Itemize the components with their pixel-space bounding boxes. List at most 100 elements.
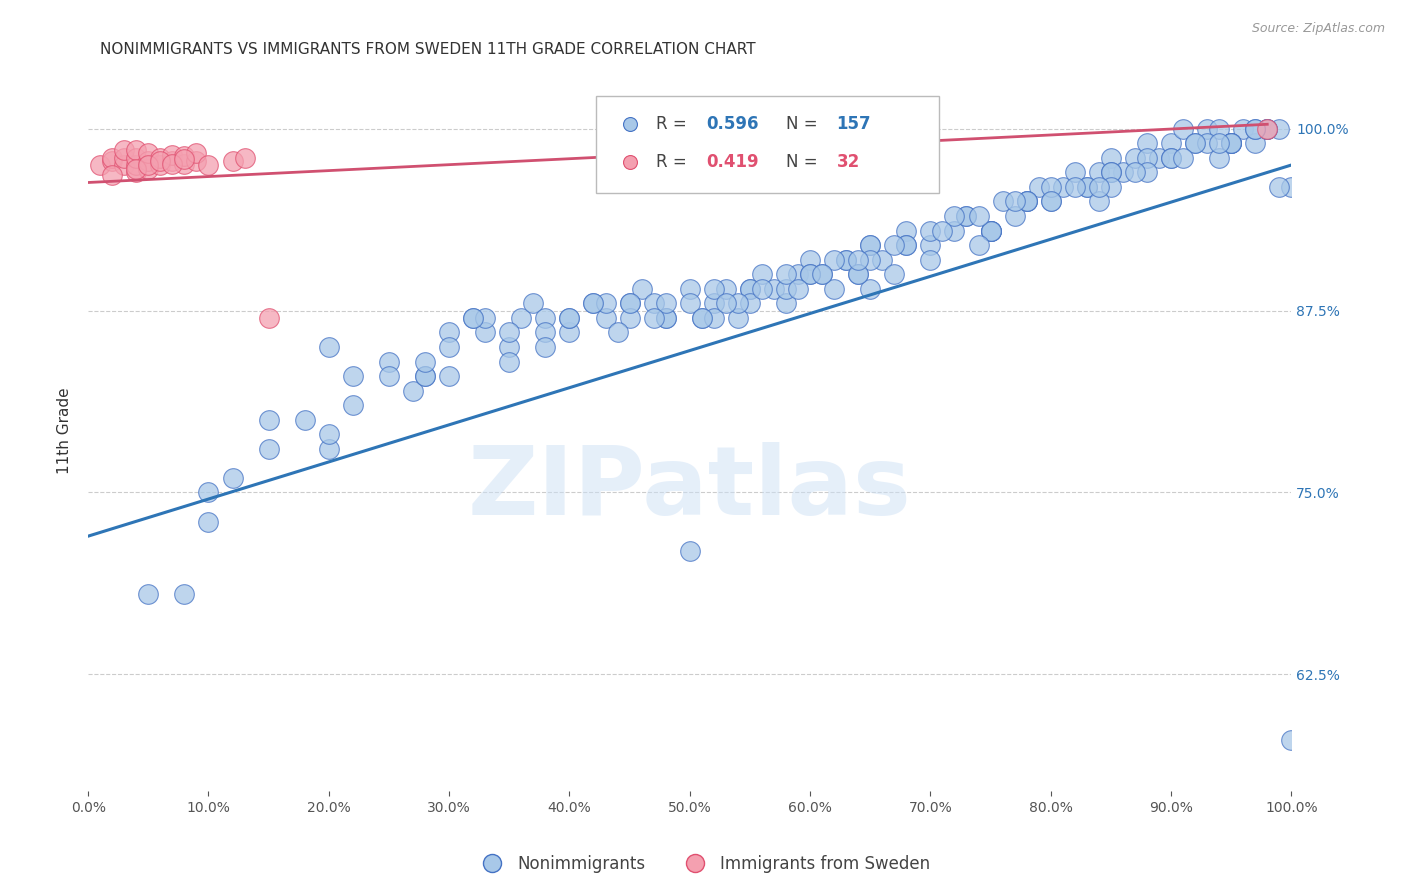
- Point: [654, 310, 676, 325]
- Point: [136, 162, 159, 177]
- Point: [1268, 179, 1291, 194]
- Point: [775, 267, 797, 281]
- Point: [606, 326, 628, 340]
- Point: [846, 252, 869, 267]
- Point: [679, 282, 702, 296]
- Point: [413, 369, 436, 384]
- Point: [402, 384, 425, 398]
- Point: [835, 252, 858, 267]
- Point: [896, 223, 918, 237]
- Point: [679, 543, 702, 558]
- Point: [980, 223, 1002, 237]
- Point: [1256, 121, 1278, 136]
- Point: [233, 151, 256, 165]
- Point: [955, 209, 977, 223]
- Point: [991, 194, 1014, 209]
- Point: [437, 340, 460, 354]
- Point: [318, 442, 340, 456]
- Point: [582, 296, 605, 310]
- Point: [136, 153, 159, 168]
- Point: [1099, 165, 1122, 179]
- Point: [186, 153, 208, 168]
- Point: [787, 282, 810, 296]
- Point: [136, 146, 159, 161]
- Point: [787, 267, 810, 281]
- Point: [173, 156, 195, 170]
- Point: [1244, 121, 1267, 136]
- Point: [630, 282, 652, 296]
- Point: [112, 158, 135, 172]
- Point: [1256, 121, 1278, 136]
- Point: [738, 282, 761, 296]
- Point: [859, 282, 882, 296]
- Point: [112, 151, 135, 165]
- Point: [619, 310, 641, 325]
- Point: [799, 267, 821, 281]
- Point: [859, 252, 882, 267]
- Point: [173, 587, 195, 601]
- Point: [101, 168, 124, 182]
- Point: [149, 151, 172, 165]
- Point: [534, 310, 557, 325]
- Point: [1099, 179, 1122, 194]
- Point: [883, 267, 905, 281]
- Point: [162, 156, 184, 170]
- Point: [1099, 151, 1122, 165]
- Point: [1279, 179, 1302, 194]
- Point: [1256, 121, 1278, 136]
- Point: [943, 223, 966, 237]
- Point: [703, 310, 725, 325]
- Point: [101, 151, 124, 165]
- Point: [1015, 194, 1038, 209]
- Point: [221, 153, 243, 168]
- Point: [703, 282, 725, 296]
- Text: Source: ZipAtlas.com: Source: ZipAtlas.com: [1251, 22, 1385, 36]
- Point: [474, 310, 496, 325]
- Point: [703, 296, 725, 310]
- Point: [197, 158, 219, 172]
- Point: [558, 326, 581, 340]
- Point: [101, 153, 124, 168]
- Point: [186, 146, 208, 161]
- Point: [595, 310, 617, 325]
- Point: [811, 267, 834, 281]
- Point: [823, 282, 845, 296]
- Point: [1208, 151, 1230, 165]
- Point: [643, 310, 665, 325]
- Point: [1004, 194, 1026, 209]
- Point: [89, 158, 111, 172]
- Point: [1160, 136, 1182, 151]
- Point: [1136, 165, 1159, 179]
- Point: [498, 326, 520, 340]
- Point: [173, 152, 195, 166]
- Point: [1039, 194, 1062, 209]
- Point: [294, 413, 316, 427]
- Point: [690, 310, 713, 325]
- Point: [136, 587, 159, 601]
- Point: [751, 282, 773, 296]
- Point: [870, 252, 893, 267]
- Point: [943, 209, 966, 223]
- Point: [980, 223, 1002, 237]
- Point: [125, 158, 148, 172]
- Point: [149, 158, 172, 172]
- Point: [751, 267, 773, 281]
- Point: [1088, 179, 1111, 194]
- Point: [762, 282, 785, 296]
- Point: [1123, 151, 1146, 165]
- Point: [257, 413, 280, 427]
- Point: [257, 442, 280, 456]
- Point: [643, 296, 665, 310]
- Point: [149, 153, 172, 168]
- Point: [534, 340, 557, 354]
- Point: [1028, 179, 1050, 194]
- Point: [378, 369, 401, 384]
- Point: [980, 223, 1002, 237]
- Text: 157: 157: [837, 115, 872, 134]
- Point: [1063, 165, 1085, 179]
- Point: [534, 326, 557, 340]
- Point: [197, 485, 219, 500]
- Point: [619, 296, 641, 310]
- Point: [679, 296, 702, 310]
- Point: [413, 369, 436, 384]
